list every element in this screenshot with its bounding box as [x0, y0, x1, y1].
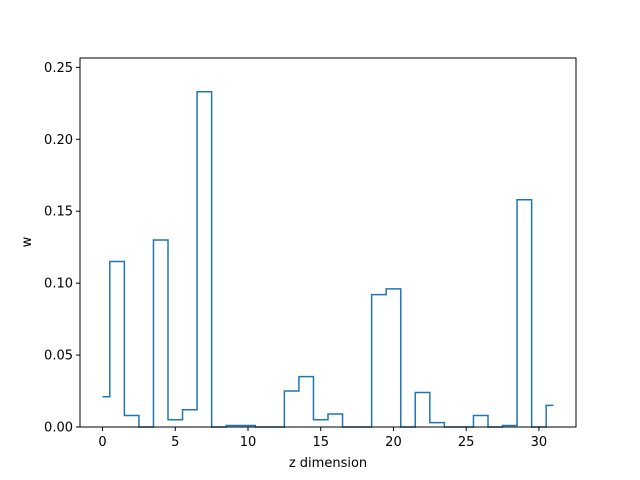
y-tick-label: 0.00 — [44, 421, 73, 436]
x-tick-label: 0 — [98, 435, 106, 450]
x-tick-label: 25 — [458, 435, 475, 450]
plot-area — [80, 58, 576, 427]
x-tick-label: 30 — [531, 435, 548, 450]
y-tick-label: 0.05 — [44, 349, 73, 364]
x-axis-ticks: 0 5 10 15 20 25 30 — [98, 427, 547, 450]
x-tick-label: 20 — [385, 435, 402, 450]
y-axis-label: w — [20, 236, 35, 247]
x-axis-label: z dimension — [289, 456, 367, 471]
plot-frame — [79, 57, 577, 428]
y-tick-label: 0.25 — [44, 61, 73, 76]
y-tick-label: 0.15 — [44, 205, 73, 220]
x-tick-label: 5 — [171, 435, 179, 450]
x-tick-label: 15 — [312, 435, 329, 450]
data-layer — [102, 91, 554, 428]
y-tick-label: 0.20 — [44, 133, 73, 148]
series-line-w — [102, 91, 554, 428]
x-tick-label: 10 — [240, 435, 257, 450]
y-tick-label: 0.10 — [44, 277, 73, 292]
y-axis-ticks: 0.00 0.05 0.10 0.15 0.20 0.25 — [44, 61, 80, 436]
